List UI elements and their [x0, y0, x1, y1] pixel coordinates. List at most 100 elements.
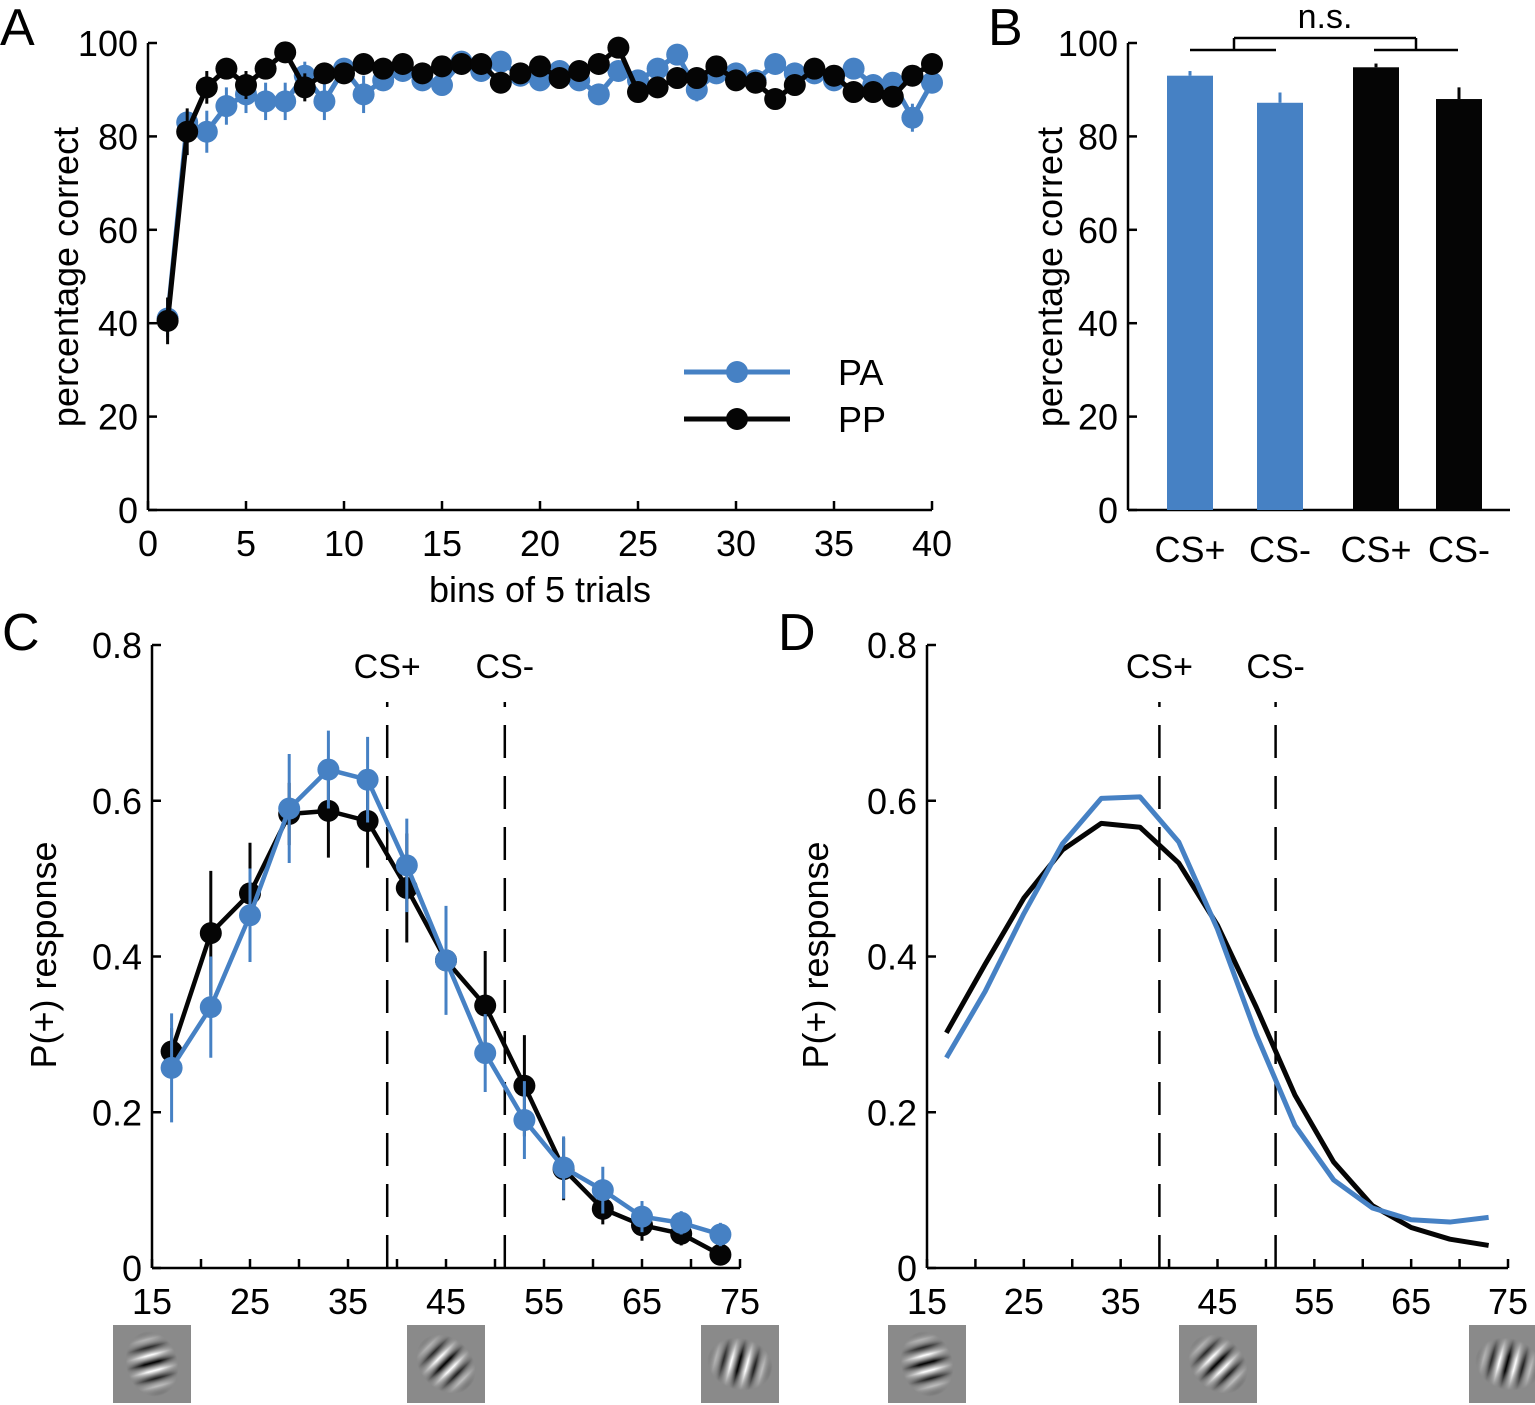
- series-pp: [156, 36, 943, 345]
- x-tick-label: 75: [1488, 1281, 1528, 1322]
- legend: PA PP: [684, 352, 886, 440]
- x-tick-label: 75: [720, 1281, 760, 1322]
- data-point: [450, 53, 473, 76]
- series-pp: [160, 764, 732, 1266]
- data-point: [431, 55, 453, 78]
- data-point: [317, 758, 340, 781]
- gabor-grating: [407, 1325, 485, 1403]
- x-tick-label: 35: [328, 1281, 368, 1322]
- panel-d: D 0 0.2 0.4 0.6 0.8 P(+) response 15 25 35 45 55 65 7…: [778, 604, 1528, 1322]
- y-axis-label: P(+) response: [23, 841, 64, 1068]
- x-tick-label: 45: [1197, 1281, 1237, 1322]
- data-point: [356, 768, 379, 791]
- gabor-grating: [888, 1325, 966, 1403]
- data-point: [646, 57, 669, 80]
- bar: [1436, 99, 1482, 510]
- gabor-grating: [701, 1325, 779, 1403]
- data-point: [548, 67, 571, 90]
- x-tick-label: 65: [622, 1281, 662, 1322]
- x-tick-label: 5: [236, 523, 256, 564]
- y-tick-label: 0.4: [92, 937, 142, 978]
- panel-label-b: B: [988, 0, 1023, 57]
- y-tick-label: 80: [1078, 116, 1118, 157]
- data-point: [666, 43, 689, 66]
- y-tick-label: 0.4: [867, 937, 917, 978]
- data-point: [278, 797, 301, 820]
- y-axis-label: P(+) response: [795, 841, 836, 1068]
- data-point: [372, 57, 395, 80]
- significance-label: n.s.: [1298, 0, 1353, 36]
- y-tick-label: 60: [1078, 210, 1118, 251]
- data-point: [670, 1211, 693, 1234]
- panel-label-d: D: [778, 604, 816, 662]
- data-point: [317, 799, 340, 822]
- data-point: [254, 57, 277, 80]
- legend-marker-pa: [726, 361, 748, 383]
- series-pp: [944, 820, 1490, 1248]
- x-axis-label: bins of 5 trials: [429, 569, 651, 610]
- data-point: [783, 74, 806, 97]
- series-line-pa: [944, 794, 1489, 1225]
- data-point: [685, 67, 708, 90]
- data-point: [411, 62, 434, 85]
- y-tick-label: 100: [78, 23, 138, 64]
- data-point: [156, 309, 179, 332]
- data-point: [274, 41, 297, 64]
- x-tick-label: 15: [907, 1281, 947, 1322]
- data-point: [431, 74, 453, 97]
- series-line-pp: [944, 820, 1490, 1248]
- gabor-grating: [1178, 1325, 1257, 1403]
- y-axis-label: percentage correct: [1029, 127, 1070, 427]
- data-point: [823, 64, 845, 87]
- data-point: [705, 55, 728, 78]
- x-tick-label: 55: [1294, 1281, 1334, 1322]
- data-point: [352, 53, 375, 76]
- data-point: [160, 1056, 183, 1079]
- bar: [1167, 75, 1213, 510]
- y-tick-label: 40: [98, 303, 138, 344]
- x-tick-label: CS-: [1249, 529, 1311, 570]
- series-pa: [156, 43, 943, 338]
- bar: [1257, 102, 1303, 510]
- x-tick-label: 65: [1391, 1281, 1431, 1322]
- data-point: [199, 922, 222, 945]
- x-tick-label: CS+: [1154, 529, 1225, 570]
- x-tick-label: CS+: [1340, 529, 1411, 570]
- gabor-75-image: [701, 1325, 779, 1403]
- data-point: [529, 55, 551, 78]
- x-tick-label: 20: [520, 523, 560, 564]
- bar: [1353, 67, 1399, 510]
- data-point: [744, 71, 767, 94]
- data-point: [568, 60, 591, 83]
- data-point: [803, 57, 826, 80]
- data-point: [176, 120, 199, 143]
- x-tick-label: 35: [814, 523, 854, 564]
- data-point: [513, 1109, 536, 1132]
- x-tick-label: 0: [138, 523, 158, 564]
- y-tick-label: 0.6: [867, 781, 917, 822]
- x-tick-label: CS-: [1428, 529, 1490, 570]
- y-tick-label: 100: [1058, 23, 1118, 64]
- reference-label: CS-: [1246, 648, 1305, 686]
- data-point: [901, 106, 924, 129]
- x-tick-label: 25: [618, 523, 658, 564]
- gabor-grating: [113, 1325, 191, 1403]
- x-tick-label: 30: [716, 523, 756, 564]
- data-point: [862, 81, 885, 104]
- data-point: [395, 854, 418, 877]
- data-point: [552, 1156, 575, 1179]
- data-point: [474, 994, 497, 1017]
- gabor-75-image: [1469, 1325, 1535, 1403]
- data-point: [901, 64, 924, 87]
- data-point: [587, 53, 610, 76]
- data-point: [254, 90, 277, 113]
- y-tick-label: 80: [98, 116, 138, 157]
- data-point: [607, 36, 630, 59]
- data-point: [352, 83, 375, 106]
- data-point: [842, 81, 865, 104]
- y-axis-label: percentage correct: [45, 127, 86, 427]
- data-point: [489, 71, 512, 94]
- y-tick-label: 60: [98, 210, 138, 251]
- data-point: [195, 76, 218, 99]
- y-tick-label: 0.8: [867, 625, 917, 666]
